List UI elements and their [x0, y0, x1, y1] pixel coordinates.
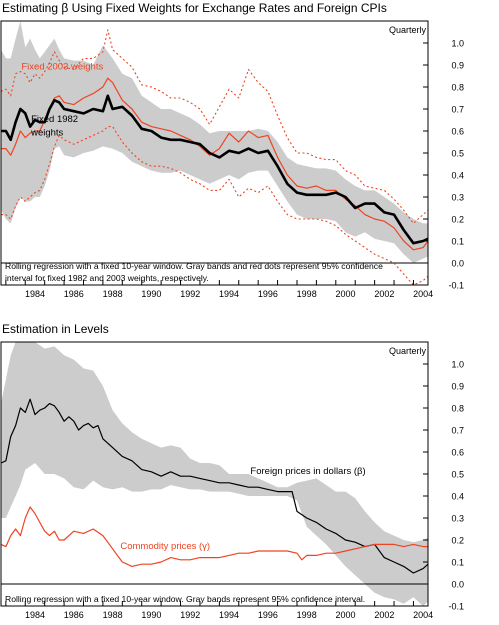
- bottom-y-tick-label: 0.4: [451, 492, 464, 502]
- top-x-tick-label: 1986: [64, 289, 84, 299]
- top-note-line: Rolling regression with a fixed 10-year …: [5, 261, 383, 271]
- top-y-tick-label: 0.1: [451, 237, 464, 247]
- top-series-label-0: Fixed 2003 weights: [21, 61, 103, 72]
- bottom-y-tick-label: 0.0: [451, 580, 464, 590]
- top-y-tick-label: 0.0: [451, 259, 464, 269]
- top-y-tick-label: 1.0: [451, 39, 464, 49]
- top-x-tick-label: 2002: [374, 289, 394, 299]
- bottom-x-tick-label: 1990: [141, 610, 161, 620]
- top-y-tick-label: 0.6: [451, 127, 464, 137]
- bottom-x-tick-label: 1998: [297, 610, 317, 620]
- bottom-series-label-0: Foreign prices in dollars (β): [250, 466, 365, 477]
- bottom-x-tick-label: 2002: [374, 610, 394, 620]
- chart-bottom: -0.1 0.0 0.1 0.2 0.3 0.4 0.5 0.6 0.7 0.8 0.9 1.0 198…: [0, 341, 464, 620]
- top-y-tick-label: 0.8: [451, 83, 464, 93]
- top-y-tick-label: 0.9: [451, 61, 464, 71]
- bottom-confidence-band: [1, 342, 428, 606]
- bottom-x-tick-label: 2000: [335, 610, 355, 620]
- top-series-label-1: Fixed 1982: [31, 114, 78, 125]
- top-x-tick-label: 1984: [25, 289, 45, 299]
- top-x-tick-label: 1992: [180, 289, 200, 299]
- top-series-line-3: [1, 126, 429, 286]
- bottom-x-tick-label: 2004: [413, 610, 433, 620]
- top-y-tick-label: 0.7: [451, 105, 464, 115]
- top-y-tick-label: 0.2: [451, 215, 464, 225]
- bottom-y-tick-label: 1.0: [451, 360, 464, 370]
- top-note-line: interval for fixed 1982 and 2003 weights…: [5, 273, 209, 283]
- bottom-note-line: Rolling regression with a fixed 10-year …: [5, 594, 365, 604]
- bottom-x-tick-label: 1986: [64, 610, 84, 620]
- top-y-tick-label: 0.4: [451, 171, 464, 181]
- top-confidence-band: [1, 21, 428, 263]
- top-frequency-label: Quarterly: [389, 25, 427, 35]
- bottom-y-tick-label: -0.1: [448, 602, 464, 612]
- bottom-x-tick-label: 1992: [180, 610, 200, 620]
- chart-title-top: Estimating β Using Fixed Weights for Exc…: [2, 1, 387, 15]
- bottom-y-tick-label: 0.8: [451, 404, 464, 414]
- top-x-tick-label: 2000: [335, 289, 355, 299]
- bottom-y-tick-label: 0.7: [451, 426, 464, 436]
- bottom-x-tick-label: 1984: [25, 610, 45, 620]
- top-x-tick-label: 1996: [258, 289, 278, 299]
- bottom-x-tick-label: 1988: [103, 610, 123, 620]
- bottom-series-line-0: [0, 398, 429, 574]
- top-series-line-1: [1, 94, 429, 245]
- top-series-label-2: weights: [30, 127, 63, 138]
- top-y-tick-label: 0.5: [451, 149, 464, 159]
- bottom-x-tick-label: 1994: [219, 610, 239, 620]
- bottom-frequency-label: Quarterly: [389, 346, 427, 356]
- bottom-y-tick-label: 0.5: [451, 470, 464, 480]
- bottom-series-label-1: Commodity prices (γ): [120, 541, 210, 552]
- bottom-y-tick-label: 0.9: [451, 382, 464, 392]
- bottom-y-tick-label: 0.1: [451, 558, 464, 568]
- bottom-x-tick-label: 1996: [258, 610, 278, 620]
- top-y-tick-label: 0.3: [451, 193, 464, 203]
- bottom-y-tick-label: 0.3: [451, 514, 464, 524]
- top-x-tick-label: 2004: [413, 289, 433, 299]
- chart-title-bottom: Estimation in Levels: [2, 322, 109, 336]
- bottom-y-tick-label: 0.6: [451, 448, 464, 458]
- top-y-tick-label: -0.1: [448, 281, 464, 291]
- bottom-y-tick-label: 0.2: [451, 536, 464, 546]
- top-x-tick-label: 1998: [297, 289, 317, 299]
- bottom-series-line-1: [0, 506, 428, 567]
- top-x-tick-label: 1994: [219, 289, 239, 299]
- top-x-tick-label: 1990: [141, 289, 161, 299]
- top-x-tick-label: 1988: [103, 289, 123, 299]
- chart-top: -0.1 0.0 0.1 0.2 0.3 0.4 0.5 0.6 0.7 0.8 0.9 1.0 198…: [0, 20, 464, 299]
